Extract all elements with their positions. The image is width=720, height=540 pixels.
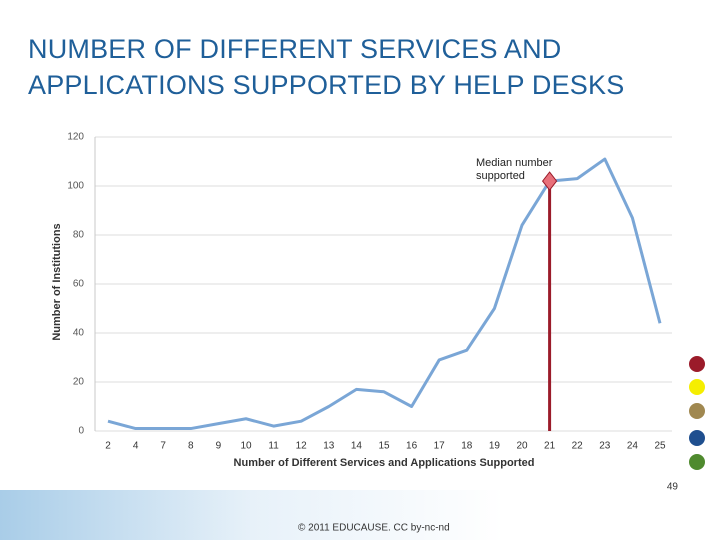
y-tick-label: 60 (73, 279, 85, 290)
footer-text: © 2011 EDUCAUSE. CC by-nc-nd (298, 523, 450, 534)
decor-dot (689, 454, 705, 470)
x-tick-label: 16 (406, 441, 418, 452)
footer-band (0, 490, 720, 540)
median-marker (541, 171, 558, 191)
x-tick-label: 8 (188, 441, 194, 452)
x-tick-label: 24 (627, 441, 639, 452)
x-tick-label: 14 (351, 441, 363, 452)
median-annotation: Median number supported (476, 157, 553, 182)
x-tick-label: 23 (599, 441, 611, 452)
x-axis-label: Number of Different Services and Applica… (234, 457, 535, 469)
x-tick-label: 10 (240, 441, 252, 452)
y-tick-label: 20 (73, 377, 85, 388)
x-tick-label: 13 (323, 441, 335, 452)
y-tick-label: 0 (78, 426, 84, 437)
page-number: 49 (667, 482, 679, 493)
x-tick-label: 4 (133, 441, 139, 452)
y-axis-label: Number of Institutions (51, 223, 63, 340)
decor-dot (689, 430, 705, 446)
slide-title: NUMBER OF DIFFERENT SERVICES AND (28, 34, 562, 64)
x-tick-label: 17 (434, 441, 446, 452)
x-tick-label: 2 (105, 441, 111, 452)
x-tick-label: 19 (489, 441, 501, 452)
decor-dot (689, 403, 705, 419)
y-tick-label: 80 (73, 230, 85, 241)
x-tick-label: 9 (216, 441, 222, 452)
data-line (107, 157, 662, 431)
y-tick-label: 100 (67, 181, 84, 192)
x-tick-label: 20 (516, 441, 528, 452)
decor-dot (689, 356, 705, 372)
x-tick-label: 22 (572, 441, 584, 452)
x-tick-label: 7 (160, 441, 166, 452)
x-tick-label: 25 (654, 441, 666, 452)
x-tick-label: 12 (296, 441, 308, 452)
x-tick-label: 15 (378, 441, 390, 452)
x-tick-label: 21 (544, 441, 556, 452)
x-tick-label: 18 (461, 441, 473, 452)
decor-dot (689, 379, 705, 395)
slide-title: APPLICATIONS SUPPORTED BY HELP DESKS (28, 70, 625, 100)
y-tick-label: 120 (67, 132, 84, 143)
y-tick-label: 40 (73, 328, 85, 339)
x-tick-label: 11 (268, 441, 279, 452)
